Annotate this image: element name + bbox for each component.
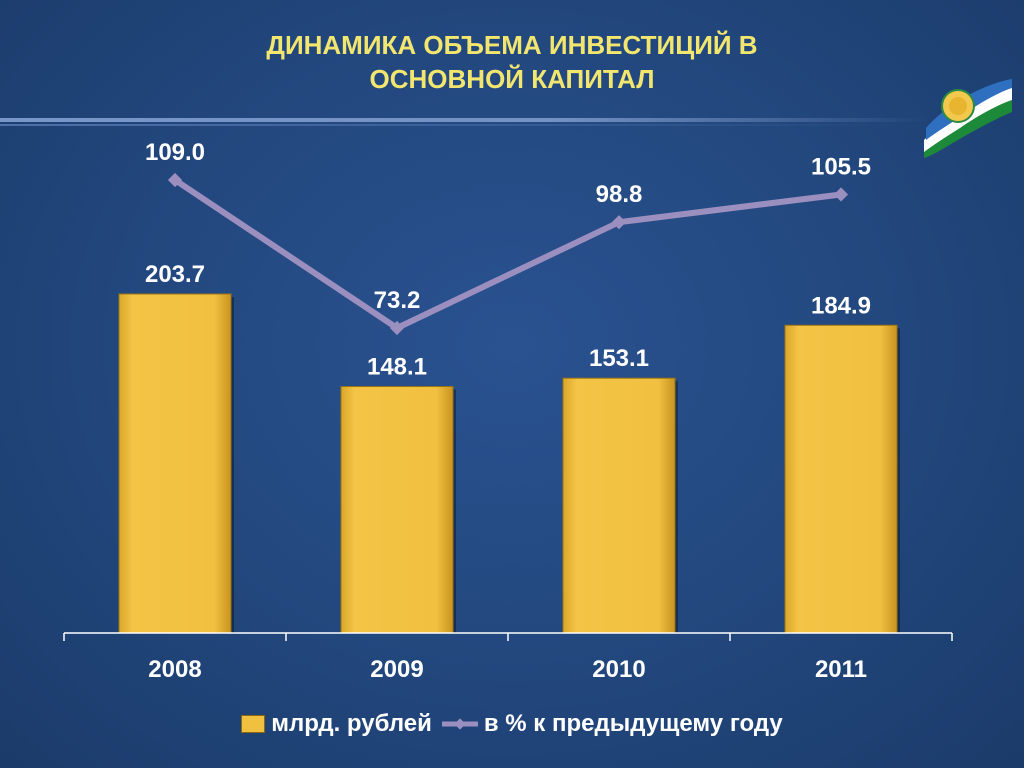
title-line-2: ОСНОВНОЙ КАПИТАЛ bbox=[369, 64, 655, 94]
title-divider-secondary bbox=[0, 124, 900, 126]
legend-line-swatch bbox=[441, 718, 478, 730]
x-tick-label: 2008 bbox=[148, 656, 201, 683]
x-tick-label: 2009 bbox=[370, 656, 423, 683]
line-point bbox=[833, 187, 849, 202]
legend-label-line: в % к предыдущему году bbox=[483, 710, 783, 737]
bar-2010 bbox=[562, 377, 676, 634]
line-value-label: 73.2 bbox=[374, 287, 421, 314]
legend-item-bars: млрд. рублей bbox=[241, 710, 432, 738]
bar-2011 bbox=[784, 324, 898, 634]
line-point bbox=[167, 172, 183, 188]
line-value-label: 105.5 bbox=[811, 153, 871, 180]
title-line-1: ДИНАМИКА ОБЪЕМА ИНВЕСТИЦИЙ В bbox=[266, 30, 758, 60]
bar-value-label: 184.9 bbox=[811, 292, 871, 319]
line-value-label: 109.0 bbox=[145, 139, 205, 166]
line-point bbox=[389, 320, 405, 336]
title-divider bbox=[0, 118, 930, 122]
legend: млрд. рублей в % к предыдущему году bbox=[0, 704, 1024, 744]
bar-2009 bbox=[340, 386, 454, 634]
legend-item-line: в % к предыдущему году bbox=[441, 710, 783, 738]
bashkortostan-flag-emblem-icon bbox=[924, 79, 1012, 158]
line-point bbox=[611, 215, 627, 230]
x-tick-label: 2010 bbox=[592, 656, 645, 683]
legend-bar-swatch bbox=[241, 715, 266, 733]
line-series bbox=[173, 177, 842, 331]
bar-value-label: 153.1 bbox=[589, 345, 649, 372]
line-value-label: 98.8 bbox=[596, 181, 643, 208]
legend-label-bars: млрд. рублей bbox=[271, 710, 432, 737]
bar-2008 bbox=[118, 293, 232, 634]
bar-value-label: 148.1 bbox=[367, 354, 427, 381]
x-tick-label: 2011 bbox=[815, 656, 867, 683]
page-title: ДИНАМИКА ОБЪЕМА ИНВЕСТИЦИЙ В ОСНОВНОЙ КА… bbox=[112, 28, 912, 96]
bar-value-label: 203.7 bbox=[145, 261, 205, 288]
